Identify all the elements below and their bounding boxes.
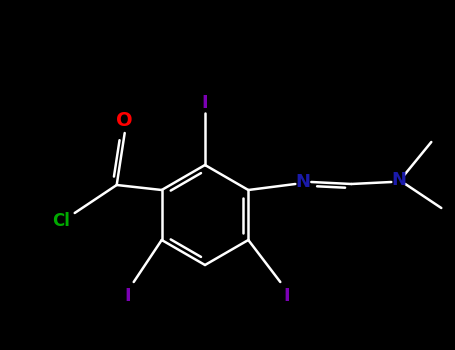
Text: N: N (296, 173, 311, 191)
Text: I: I (202, 94, 208, 112)
Text: N: N (392, 171, 407, 189)
Text: O: O (116, 112, 133, 131)
Text: Cl: Cl (52, 212, 70, 230)
Text: I: I (124, 287, 131, 305)
Text: I: I (283, 287, 290, 305)
